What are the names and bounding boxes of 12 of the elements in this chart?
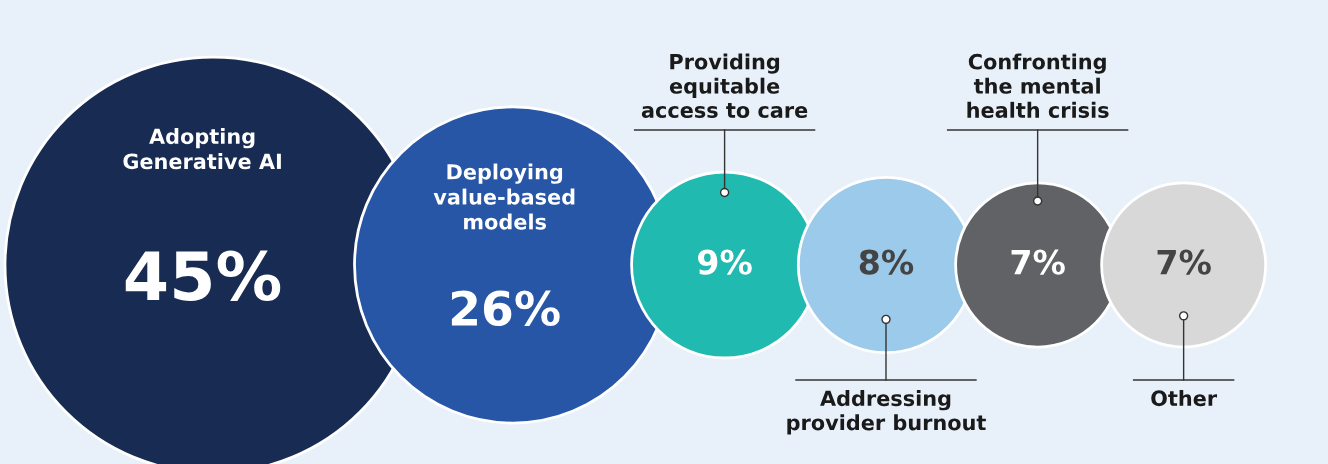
data-label: 9% xyxy=(698,249,752,275)
category-label: Providing equitable access to care xyxy=(641,53,808,118)
data-label: 7% xyxy=(1011,249,1065,275)
category-label: Other xyxy=(1151,390,1218,407)
category-label: Deploying value-based models xyxy=(433,163,575,230)
category-label: Adopting Generative AI xyxy=(123,128,281,170)
category-label: Confronting the mental health crisis xyxy=(967,53,1109,118)
data-label: 45% xyxy=(125,250,281,301)
data-label: 7% xyxy=(1157,249,1211,275)
data-label: 26% xyxy=(451,290,560,327)
category-label: Addressing provider burnout xyxy=(787,390,986,435)
data-label: 8% xyxy=(859,249,914,275)
